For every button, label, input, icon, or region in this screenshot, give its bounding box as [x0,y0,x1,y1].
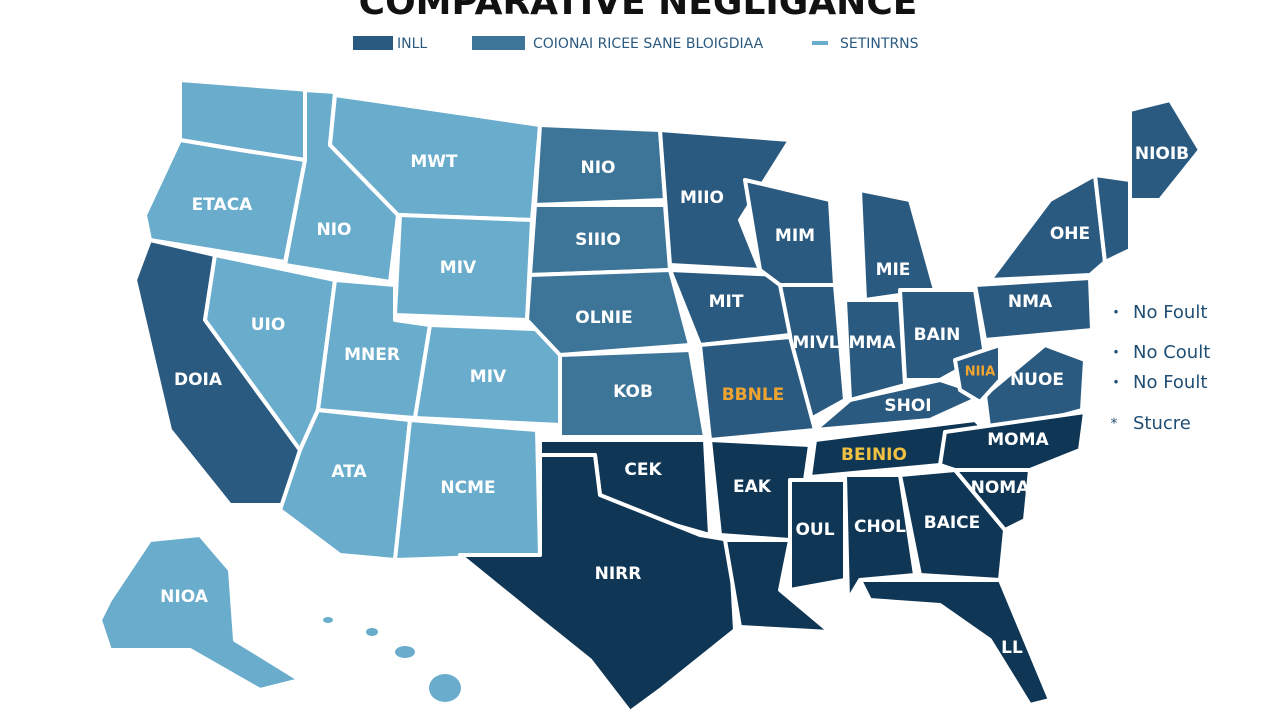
state-label: MIIO [680,188,724,208]
state-label: MMA [849,333,897,353]
bullet: • [1112,306,1119,320]
title: COMPARATIVE NEGLIGANCE [359,0,918,23]
state-label: MIT [709,292,744,312]
state-label: NIO [580,158,615,178]
state-label: MNER [344,345,400,365]
island [366,628,378,636]
state-label: NMA [1008,292,1053,312]
state-label: ATA [331,462,367,482]
state-label: OUL [795,520,834,540]
state-label: OLNIE [575,308,632,328]
state-label: EAK [733,477,772,497]
state-label: MOMA [987,430,1049,450]
state-label: SIIIO [575,230,621,250]
legend-swatch [472,36,525,50]
state-label: NIOIB [1135,144,1189,164]
state [813,378,987,432]
state [1093,173,1132,264]
legend-label: SETINTRNS [840,36,919,52]
state-label: NOMA [971,478,1031,498]
state-label: BAICE [924,513,981,533]
note: No Foult [1133,372,1207,393]
state-label: ETACA [192,195,254,215]
state-label: MIE [876,260,911,280]
state-label: MIV [440,258,477,278]
state [973,276,1094,342]
note: No Foult [1133,302,1207,323]
state-label: MIVL [792,333,839,353]
state-label: BEINIO [841,445,907,465]
state [788,478,847,592]
legend: INLL COIONAI RICEE SANE BLOIGDIAA SETINT… [353,36,919,52]
state [723,538,832,634]
state-label: MIV [470,367,507,387]
state-label: KOB [613,382,653,402]
note: Stucre [1133,413,1191,434]
bullet: • [1112,346,1119,360]
state-label: NIRR [595,564,642,584]
state [843,298,907,402]
bullet: • [1112,376,1119,390]
notes: • No Foult • No Coult • No Foult * Stucr… [1111,302,1211,434]
island [429,674,461,702]
state [843,473,917,602]
state-label: NIO [316,220,351,240]
state-label: LL [1001,638,1023,658]
state-label: NUOE [1010,370,1064,390]
island [395,646,415,658]
bullet: * [1111,416,1118,432]
state-label: DOIA [174,370,223,390]
state-label: MWT [410,152,458,172]
legend-swatch [353,36,393,50]
state-label: NIIA [965,365,996,380]
state [558,348,707,439]
state [898,468,1007,582]
state [98,533,302,692]
state [953,468,1032,532]
state-label: CEK [624,460,662,480]
state-label: NCME [440,478,495,498]
state-label: UIO [251,315,286,335]
state [658,128,792,272]
state-label: OHE [1050,224,1090,244]
state [525,268,692,357]
state [953,343,1002,404]
states [98,78,1202,714]
note: No Coult [1133,342,1210,363]
state [858,188,937,302]
state-label: MIM [775,226,815,246]
legend-label: COIONAI RICEE SANE BLOIGDIAA [533,36,764,52]
island [323,617,333,623]
state-label: BBNLE [722,385,785,405]
state-label: SHOI [884,396,931,416]
state [858,578,1052,707]
legend-swatch [812,41,828,45]
state-label: NIOA [160,587,209,607]
state [458,453,737,714]
state-label: BAIN [914,325,961,345]
legend-label: INLL [397,36,427,52]
state-labels: ETACA NIO MWT NIO SIIIO MIV UIO MNER MIV… [160,144,1189,658]
state-label: CHOL [854,517,906,537]
